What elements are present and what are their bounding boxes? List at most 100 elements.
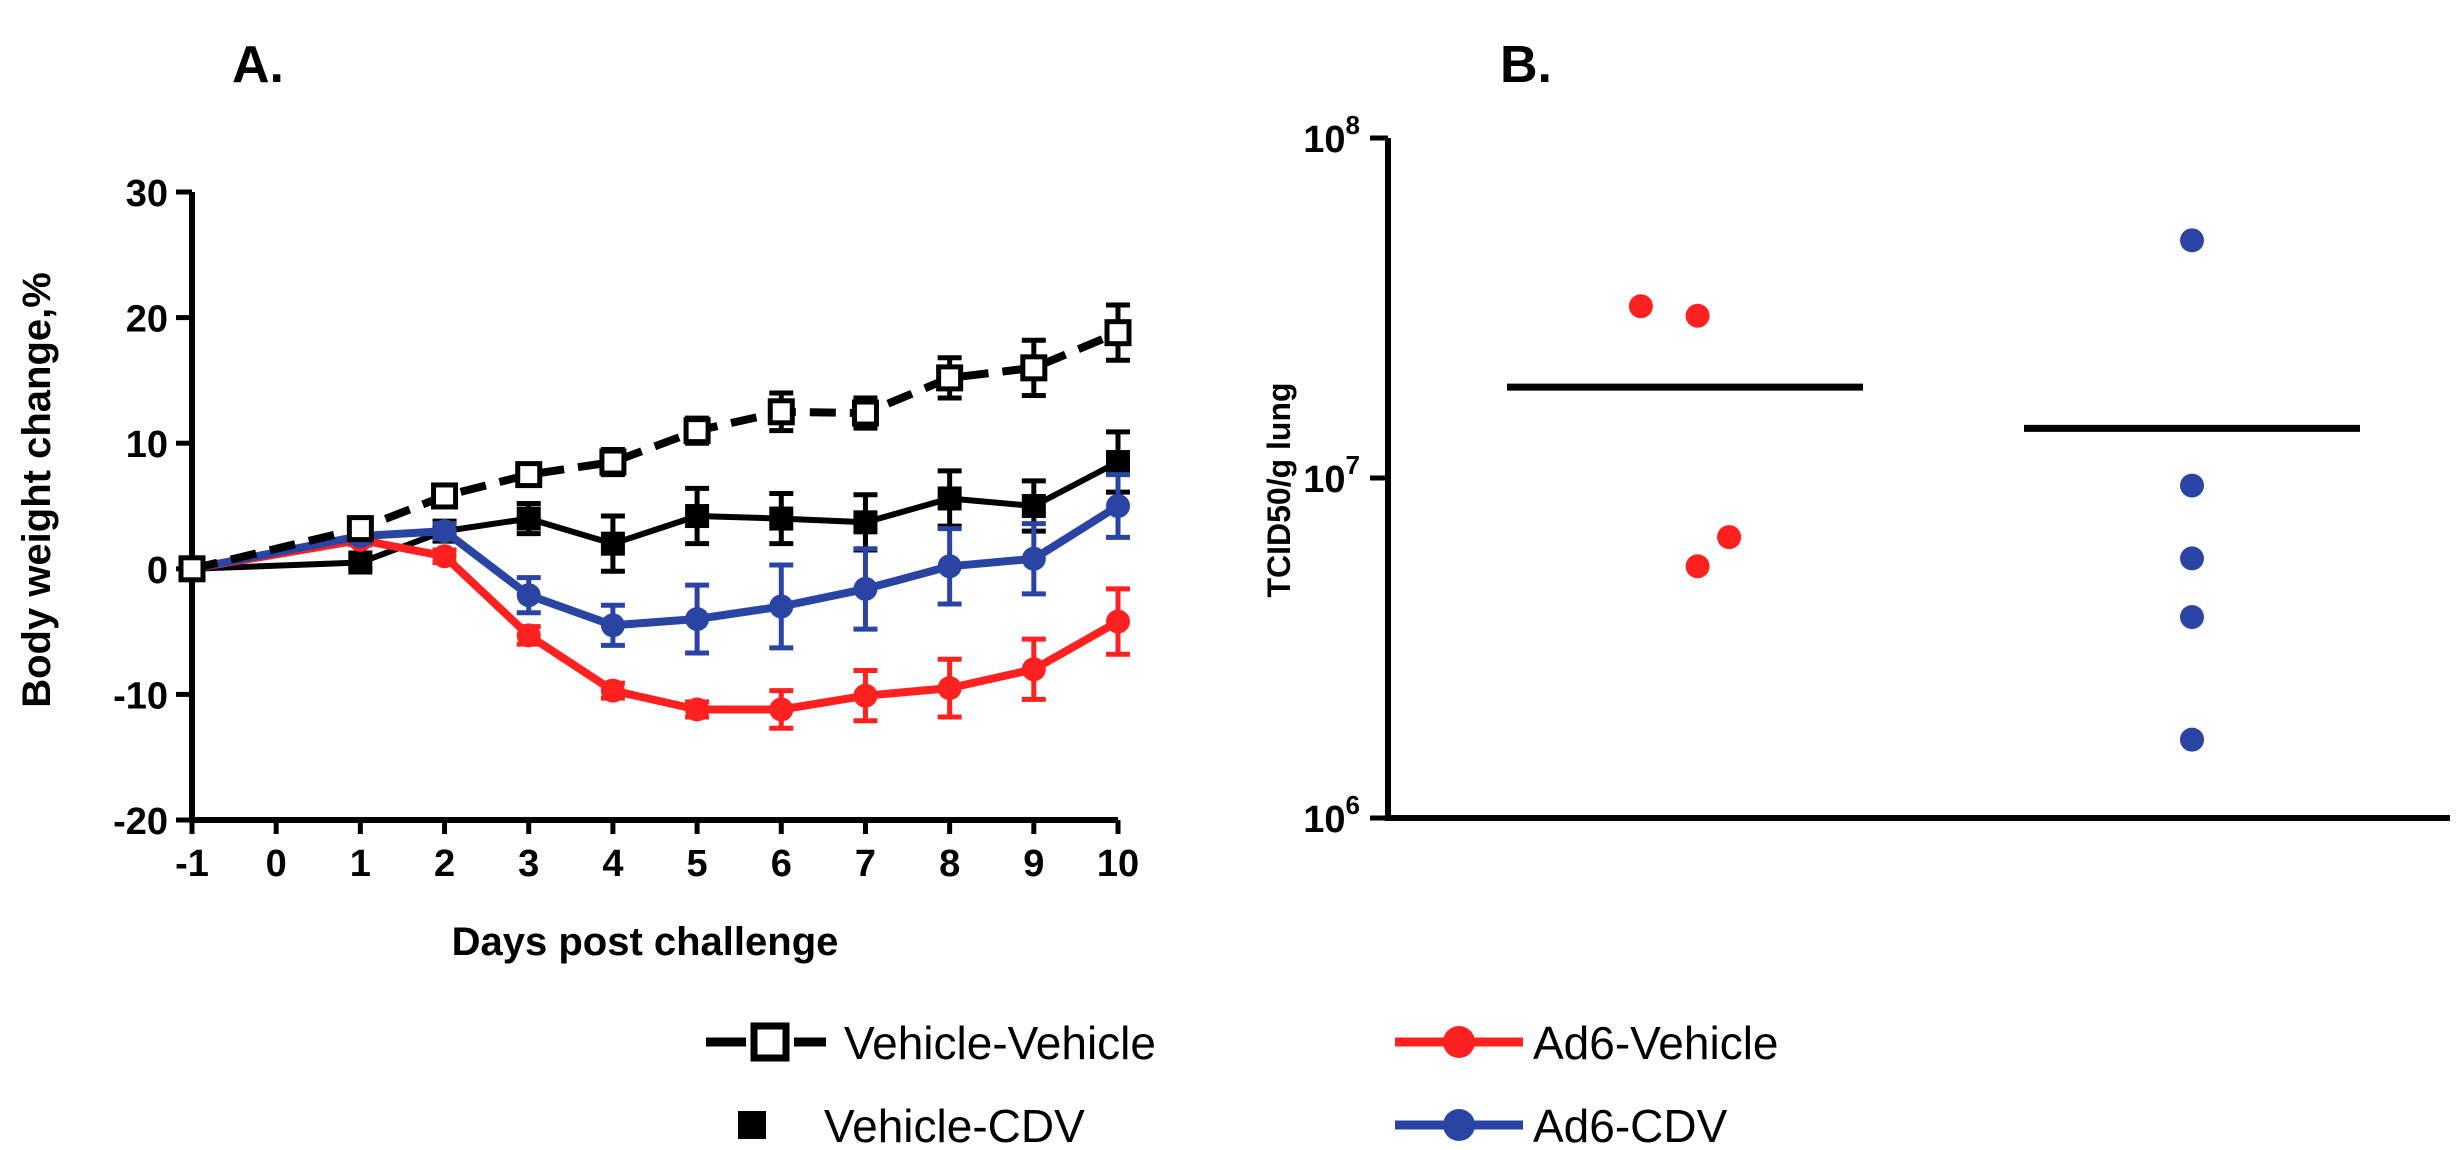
legend-item-vehicle-cdv: Vehicle-CDV (738, 1100, 1085, 1150)
panel-b-axes (1385, 138, 2450, 821)
data-point (853, 510, 878, 535)
data-point (767, 398, 795, 426)
panel-a-x-tick-label: 0 (266, 843, 287, 885)
data-point (515, 461, 543, 489)
panel-a-y-ticks: 30 20 10 0 -10 -20 (113, 173, 192, 843)
panel-a-x-tick-label: 10 (1097, 843, 1139, 885)
panel-a-y-axis-label: Body weight change,% (15, 272, 59, 708)
data-point (685, 607, 710, 632)
data-point (178, 555, 206, 583)
data-point (432, 519, 457, 544)
data-point (1104, 319, 1132, 347)
panel-a-y-tick-label: 20 (126, 299, 168, 341)
legend-label: Vehicle-Vehicle (844, 1017, 1156, 1069)
panel-a-x-tick-label: 2 (434, 843, 455, 885)
series-vehicle-cdv (180, 429, 1130, 581)
group-ad6-cdv (2024, 228, 2360, 752)
panel-a-series (178, 302, 1132, 731)
series-line (191, 459, 1120, 572)
data-point (769, 697, 794, 722)
tick-base: 10 (1303, 799, 1345, 841)
tick-base: 10 (1303, 119, 1345, 161)
panel-a-label: A. (232, 36, 284, 94)
data-point (853, 576, 878, 601)
data-point (2180, 546, 2204, 571)
series-line (191, 329, 1120, 573)
data-point (1628, 294, 1653, 319)
legend-marker (750, 1022, 790, 1062)
data-point (1106, 494, 1130, 518)
panel-b-label: B. (1500, 36, 1552, 94)
panel-a-y-tick-label: -20 (113, 801, 168, 843)
data-point (600, 613, 625, 638)
panel-a-x-tick-label: 4 (602, 843, 623, 885)
data-point (348, 550, 373, 575)
panel-a-axes (189, 192, 1118, 823)
data-point (2180, 605, 2204, 630)
data-point (2180, 228, 2204, 253)
group-ad6-vehicle (1507, 294, 1863, 579)
data-point (683, 417, 711, 445)
panel-a-x-tick-label: 8 (939, 843, 960, 885)
legend-marker (738, 1111, 766, 1139)
data-point (853, 683, 878, 708)
data-point (1106, 450, 1130, 475)
tick-base: 10 (1303, 459, 1345, 501)
tick-exponent: 7 (1346, 450, 1360, 480)
data-point (937, 486, 962, 511)
legend-marker (1443, 1109, 1475, 1141)
legend: Vehicle-Vehicle Vehicle-CDV Ad6-Vehicle Ad6… (706, 1017, 1779, 1150)
data-point (600, 531, 625, 556)
panel-a-x-tick-label: 1 (350, 843, 371, 885)
data-point (1685, 554, 1710, 579)
panel-a-x-axis-label: Days post challenge (452, 920, 839, 964)
data-point (685, 697, 710, 722)
data-point (346, 515, 374, 543)
legend-item-vehicle-vehicle: Vehicle-Vehicle (706, 1017, 1156, 1069)
data-point (936, 364, 964, 392)
series-ad6-vehicle (180, 527, 1130, 731)
panel-a-y-tick-label: 0 (147, 550, 168, 592)
data-point (937, 554, 962, 579)
data-point (431, 482, 459, 510)
legend-label: Ad6-Vehicle (1533, 1017, 1779, 1069)
data-point (600, 678, 625, 703)
data-point (599, 448, 627, 476)
data-point (1717, 525, 1742, 550)
data-point (937, 676, 962, 701)
data-point (1021, 546, 1046, 571)
legend-item-ad6-cdv: Ad6-CDV (1395, 1100, 1728, 1150)
legend-marker (1443, 1026, 1475, 1058)
data-point (1020, 354, 1048, 382)
data-point (2180, 473, 2204, 498)
tick-exponent: 8 (1346, 110, 1360, 140)
panel-b-y-tick-label: 106 (1303, 790, 1360, 841)
panel-a-x-tick-label: 7 (855, 843, 876, 885)
data-point (1021, 657, 1046, 682)
data-point (2180, 727, 2204, 752)
data-point (516, 583, 541, 608)
data-point (851, 399, 879, 427)
legend-item-ad6-vehicle: Ad6-Vehicle (1395, 1017, 1779, 1069)
panel-a-x-tick-label: 6 (771, 843, 792, 885)
legend-label: Vehicle-CDV (824, 1100, 1085, 1150)
panel-b-y-axis-label: TCID50/g lung (1261, 382, 1297, 597)
data-point (1106, 609, 1130, 634)
data-point (685, 504, 710, 529)
panel-b-y-tick-label: 108 (1303, 110, 1360, 161)
panel-a-x-tick-label: 9 (1023, 843, 1044, 885)
panel-a-y-tick-label: 30 (126, 173, 168, 215)
panel-a-x-tick-label: -1 (175, 843, 209, 885)
data-point (516, 506, 541, 531)
panel-a-y-tick-label: 10 (126, 424, 168, 466)
panel-a-x-tick-label: 3 (518, 843, 539, 885)
data-point (516, 623, 541, 648)
panel-a-x-tick-label: 5 (687, 843, 708, 885)
series-vehicle-vehicle (178, 302, 1132, 583)
panel-a-y-tick-label: -10 (113, 675, 168, 717)
data-point (769, 594, 794, 619)
